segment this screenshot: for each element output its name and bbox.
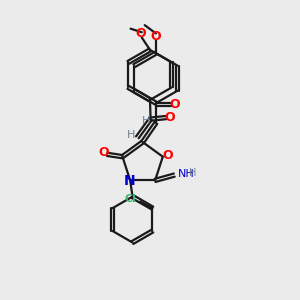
Text: O: O: [136, 27, 146, 40]
Text: NH: NH: [178, 169, 195, 178]
Text: O: O: [162, 149, 173, 162]
Text: Cl: Cl: [124, 194, 136, 204]
Text: N: N: [124, 174, 135, 188]
Text: H: H: [189, 168, 196, 178]
Text: O: O: [164, 111, 175, 124]
Text: O: O: [98, 146, 109, 159]
Text: O: O: [151, 30, 161, 43]
Text: H: H: [142, 116, 150, 126]
Text: O: O: [170, 98, 180, 111]
Text: H: H: [127, 130, 135, 140]
